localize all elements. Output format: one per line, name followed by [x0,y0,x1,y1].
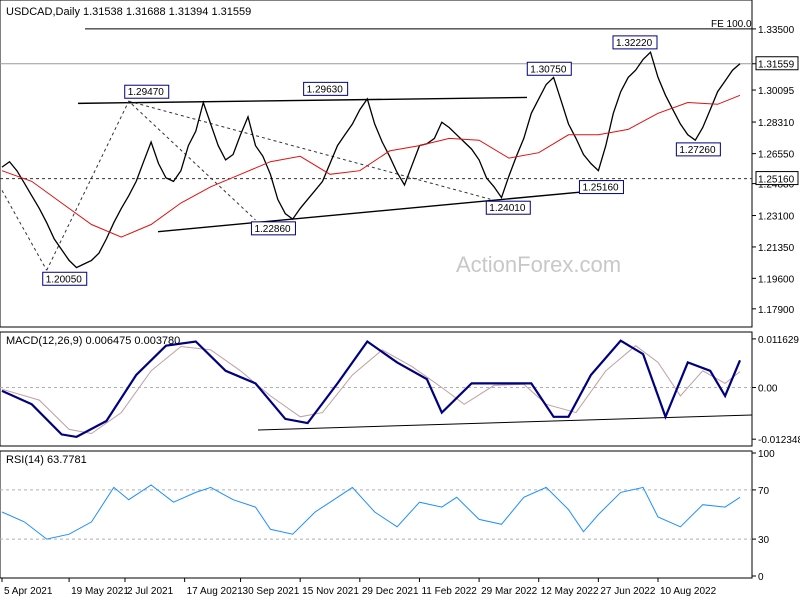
x-tick-label: 11 Feb 2022 [421,586,477,597]
price-label-box [675,142,721,157]
price-label-text: 1.32220 [616,38,653,49]
level-label-box [755,171,799,186]
rsi-y-tick-label: 100 [758,449,775,460]
lower-trendline [157,188,609,233]
macd-layer [0,339,753,439]
price-label-box [526,61,572,76]
rsi-series [1,484,741,540]
main-header: USDCAD,Daily 1.31538 1.31688 1.31394 1.3… [6,6,251,18]
rsi-header: RSI(14) 63.7781 [6,454,87,466]
main-y-tick-label: 1.19600 [758,274,795,285]
x-tick-label: 5 Apr 2021 [4,586,53,597]
price-label-box [612,35,658,50]
main-y-tick-label: 1.33500 [758,25,795,36]
macd-series [1,339,742,439]
price-label-1.20050: 1.20050 [42,271,88,286]
signal-series [1,345,741,435]
projection-line-3 [128,100,491,200]
rsi-y-tick-label: 0 [758,572,764,583]
main-y-tick-label: 1.26550 [758,150,795,161]
price-label-text: 1.29470 [128,87,165,98]
main-y-tick-label: 1.28310 [758,118,795,129]
main-layer: 1.20050 1.29470 1.22860 1.29630 1.24010 1.307… [0,28,752,286]
price-label-text: 1.30750 [530,64,567,75]
macd-y-tick-label: -0.012348 [758,435,800,446]
price-label-text: 1.24010 [489,203,526,214]
x-tick-label: 19 May 2021 [71,586,129,597]
x-tick-label: 2 Jul 2021 [127,586,174,597]
main-y-tick-label: 1.23100 [758,212,795,223]
main-y-tick-label: 1.17900 [758,305,795,316]
macd-y-tick-label: 0.011629 [758,335,799,346]
level-label-text: 1.25160 [758,175,795,186]
main-panel [0,0,753,328]
rsi-y-tick-label: 30 [758,535,770,546]
x-tick-label: 15 Nov 2021 [302,586,359,597]
x-tick-label: 10 Aug 2022 [660,586,717,597]
price-label-text: 1.27260 [679,145,716,156]
price-label-1.24010: 1.24010 [485,200,531,215]
price-label-box [303,81,349,96]
x-tick-label: 27 Jun 2022 [600,586,655,597]
price-label-text: 1.20050 [46,274,83,285]
macd-trendline [257,414,753,431]
x-tick-label: 12 May 2022 [541,586,599,597]
main-y-tick-label: 1.21350 [758,243,795,254]
rsi-layer [0,484,752,540]
watermark: ActionForex.com [456,252,621,277]
main-y-tick-box [755,56,799,71]
main-y-tick-label: 1.24880 [758,180,795,191]
macd-header: MACD(12,26,9) 0.006475 0.003780 [6,335,180,347]
moving-average-series [1,94,741,238]
x-tick-label: 29 Dec 2021 [362,586,419,597]
price-label-box [42,271,88,286]
macd-panel [0,331,753,447]
macd-y-tick-label: 0.00 [758,384,778,395]
price-label-1.22860: 1.22860 [250,221,296,236]
price-label-box [250,221,296,236]
fe-label: FE 100.0 [711,19,752,30]
main-y-tick-label: 1.30095 [758,86,795,97]
price-label-1.27260: 1.27260 [675,142,721,157]
price-label-1.29470: 1.29470 [124,84,170,99]
price-label-1.32220: 1.32220 [612,35,658,50]
price-label-text: 1.29630 [307,84,344,95]
price-label-box [485,200,531,215]
x-tick-label: 29 Mar 2022 [481,586,538,597]
price-label-text: 1.22860 [254,224,291,235]
main-y-tick-label: 1.31559 [758,60,795,71]
price-label-1.30750: 1.30750 [526,61,572,76]
rsi-y-tick-label: 70 [758,486,770,497]
price-label-1.29630: 1.29630 [303,81,349,96]
price-series [1,50,741,269]
upper-trendline [77,96,528,105]
axis-layer: 1.33500 1.31559 1.30095 1.28310 1.26550 1.248… [1,25,800,597]
price-label-box [124,84,170,99]
price-label-box [578,180,624,195]
price-label-text: 1.25160 [582,183,619,194]
x-tick-label: 30 Sep 2021 [243,586,300,597]
rsi-panel [0,450,753,579]
x-tick-label: 17 Aug 2021 [187,586,244,597]
price-label-1.25160: 1.25160 [578,180,624,195]
